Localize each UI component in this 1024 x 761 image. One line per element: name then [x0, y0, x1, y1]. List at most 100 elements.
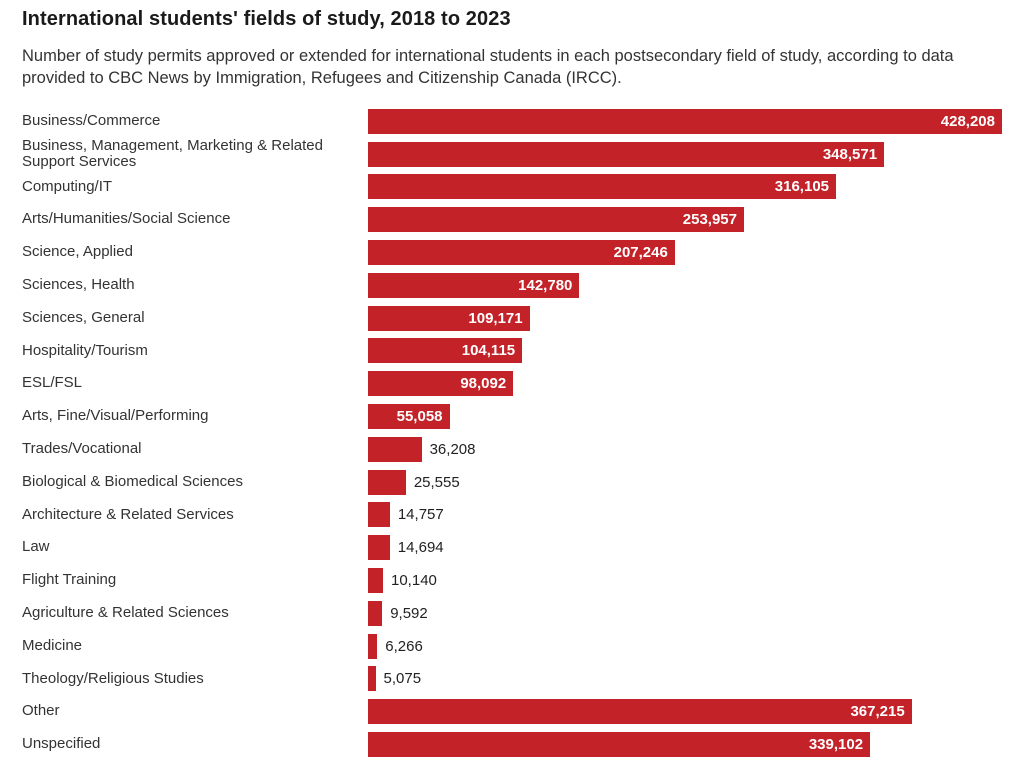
bar: 207,246 — [368, 239, 675, 265]
category-label: Computing/IT — [22, 177, 113, 195]
value-label: 25,555 — [413, 473, 460, 491]
bar-track: 25,555 — [368, 469, 1002, 495]
bar — [368, 666, 376, 692]
category-label: Hospitality/Tourism — [22, 341, 148, 359]
category-label: Flight Training — [22, 571, 117, 589]
chart-row: Business/Commerce 428,208 — [22, 105, 1002, 138]
category-label: Agriculture & Related Sciences — [22, 603, 229, 621]
bar-track: 10,140 — [368, 567, 1002, 593]
bar-track: 14,757 — [368, 502, 1002, 528]
chart-row: Arts/Humanities/Social Science 253,957 — [22, 203, 1002, 236]
chart-row: Sciences, Health 142,780 — [22, 269, 1002, 302]
bar: 98,092 — [368, 371, 514, 397]
bar-track: 98,092 — [368, 371, 1002, 397]
chart-row: Science, Applied 207,246 — [22, 236, 1002, 269]
bar: 109,171 — [368, 305, 530, 331]
category-label: Law — [22, 538, 50, 556]
bar — [368, 469, 406, 495]
bar: 316,105 — [368, 174, 837, 200]
category-label: Business/Commerce — [22, 112, 161, 130]
chart-row: Law 14,694 — [22, 531, 1002, 564]
bar: 367,215 — [368, 699, 912, 725]
chart-row: Architecture & Related Services 14,757 — [22, 498, 1002, 531]
value-label: 10,140 — [391, 571, 437, 589]
chart-title: International students' fields of study,… — [22, 8, 511, 30]
category-label: Sciences, Health — [22, 276, 135, 293]
chart-row: Hospitality/Tourism 104,115 — [22, 334, 1002, 367]
bar: 339,102 — [368, 731, 871, 757]
value-label: 142,780 — [518, 276, 573, 294]
chart-row: Theology/Religious Studies 5,075 — [22, 662, 1002, 695]
bar-chart: Business/Commerce 428,208 Business, Manage… — [22, 105, 1002, 761]
bar-track: 207,246 — [368, 239, 1002, 265]
value-label: 339,102 — [808, 735, 864, 753]
category-label: Arts/Humanities/Social Science — [22, 210, 231, 228]
bar: 253,957 — [368, 207, 744, 233]
category-label: Business, Management, Marketing & Relate… — [22, 136, 323, 171]
value-label: 104,115 — [461, 342, 516, 360]
category-label: ESL/FSL — [22, 374, 83, 392]
bar-track: 36,208 — [368, 436, 1002, 462]
category-label: Theology/Religious Studies — [22, 669, 204, 687]
category-label: Unspecified — [22, 735, 101, 753]
bar: 104,115 — [368, 338, 523, 364]
value-label: 5,075 — [383, 670, 422, 688]
bar — [368, 535, 390, 561]
chart-row: Other 367,215 — [22, 695, 1002, 728]
bar-track: 142,780 — [368, 272, 1002, 298]
bar-track: 6,266 — [368, 633, 1002, 659]
value-label: 109,171 — [468, 309, 523, 327]
chart-row: Medicine 6,266 — [22, 630, 1002, 663]
category-label: Science, Applied — [22, 243, 133, 261]
value-label: 6,266 — [385, 637, 423, 655]
bar-track: 316,105 — [368, 174, 1002, 200]
value-label: 14,694 — [397, 539, 444, 557]
bar — [368, 436, 422, 462]
value-label: 428,208 — [940, 112, 995, 130]
bar-track: 428,208 — [368, 108, 1002, 134]
bar — [368, 600, 383, 626]
chart-row: Agriculture & Related Sciences 9,592 — [22, 597, 1002, 630]
category-label: Sciences, General — [22, 308, 145, 326]
bar-track: 109,171 — [368, 305, 1002, 331]
chart-subtitle: Number of study permits approved or exte… — [22, 47, 954, 87]
category-label: Medicine — [22, 636, 83, 654]
value-label: 348,571 — [822, 145, 878, 163]
category-label: Other — [22, 702, 60, 720]
bar-track: 104,115 — [368, 338, 1002, 364]
value-label: 36,208 — [429, 440, 476, 458]
bar: 348,571 — [368, 141, 885, 167]
bar — [368, 567, 383, 593]
chart-row: Arts, Fine/Visual/Performing 55,058 — [22, 400, 1002, 433]
category-label: Architecture & Related Services — [22, 505, 234, 523]
value-label: 207,246 — [613, 243, 668, 261]
value-label: 253,957 — [682, 211, 737, 229]
value-label: 316,105 — [774, 178, 830, 196]
bar — [368, 502, 390, 528]
bar-track: 367,215 — [368, 699, 1002, 725]
category-label: Biological & Biomedical Sciences — [22, 472, 243, 490]
chart-row: ESL/FSL 98,092 — [22, 367, 1002, 400]
chart-row: Unspecified 339,102 — [22, 728, 1002, 761]
value-label: 367,215 — [850, 703, 905, 721]
chart-row: Flight Training 10,140 — [22, 564, 1002, 597]
value-label: 98,092 — [460, 375, 507, 393]
bar: 428,208 — [368, 108, 1002, 134]
chart-row: Sciences, General 109,171 — [22, 302, 1002, 335]
category-label: Trades/Vocational — [22, 439, 142, 457]
chart-row: Biological & Biomedical Sciences 25,555 — [22, 466, 1002, 499]
chart-row: Trades/Vocational 36,208 — [22, 433, 1002, 466]
value-label: 55,058 — [396, 407, 443, 425]
bar — [368, 633, 378, 659]
bar-track: 253,957 — [368, 207, 1002, 233]
value-label: 14,757 — [397, 506, 444, 524]
value-label: 9,592 — [390, 604, 428, 622]
bar-track: 14,694 — [368, 535, 1002, 561]
category-label: Arts, Fine/Visual/Performing — [22, 407, 209, 425]
chart-row: Computing/IT 316,105 — [22, 170, 1002, 203]
bar-track: 55,058 — [368, 403, 1002, 429]
chart-row: Business, Management, Marketing & Relate… — [22, 136, 1002, 171]
bar-track: 339,102 — [368, 731, 1002, 757]
bar-track: 348,571 — [368, 141, 1002, 167]
